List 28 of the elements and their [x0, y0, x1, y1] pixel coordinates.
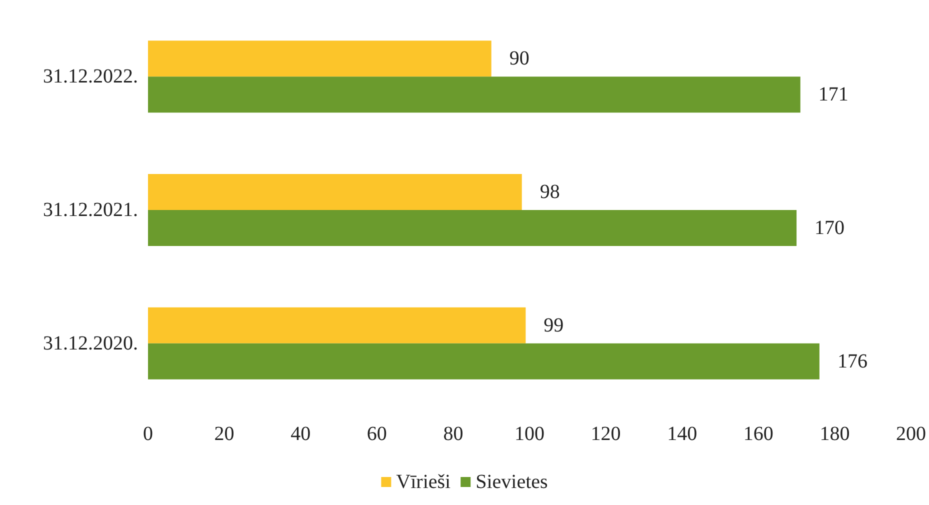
bar: [148, 343, 820, 380]
bar: [148, 40, 492, 77]
legend-label: Vīrieši: [396, 471, 452, 493]
x-tick-label: 180: [820, 423, 850, 445]
x-tick-label: 100: [514, 423, 544, 445]
x-tick-label: 0: [143, 423, 153, 445]
y-tick-label: 31.12.2020.: [43, 332, 138, 354]
bar: [148, 307, 526, 344]
data-label: 170: [814, 217, 845, 239]
data-label: 98: [540, 181, 560, 203]
x-tick-label: 120: [590, 423, 621, 445]
y-tick-label: 31.12.2022.: [43, 66, 138, 88]
data-label: 99: [544, 314, 564, 336]
x-tick-label: 200: [896, 423, 926, 445]
data-label: 90: [509, 48, 530, 70]
x-tick-label: 80: [443, 423, 464, 445]
x-tick-label: 140: [667, 423, 698, 445]
bar: [148, 210, 797, 246]
x-tick-label: 60: [366, 423, 387, 445]
bar: [148, 174, 522, 210]
x-tick-label: 160: [743, 423, 774, 445]
legend-label: Sievietes: [476, 471, 548, 493]
bar: [148, 76, 800, 113]
x-tick-label: 20: [214, 423, 234, 445]
data-label: 171: [818, 84, 848, 106]
x-tick-label: 40: [290, 423, 311, 445]
data-label: 176: [837, 350, 868, 372]
y-tick-label: 31.12.2021.: [43, 199, 138, 221]
